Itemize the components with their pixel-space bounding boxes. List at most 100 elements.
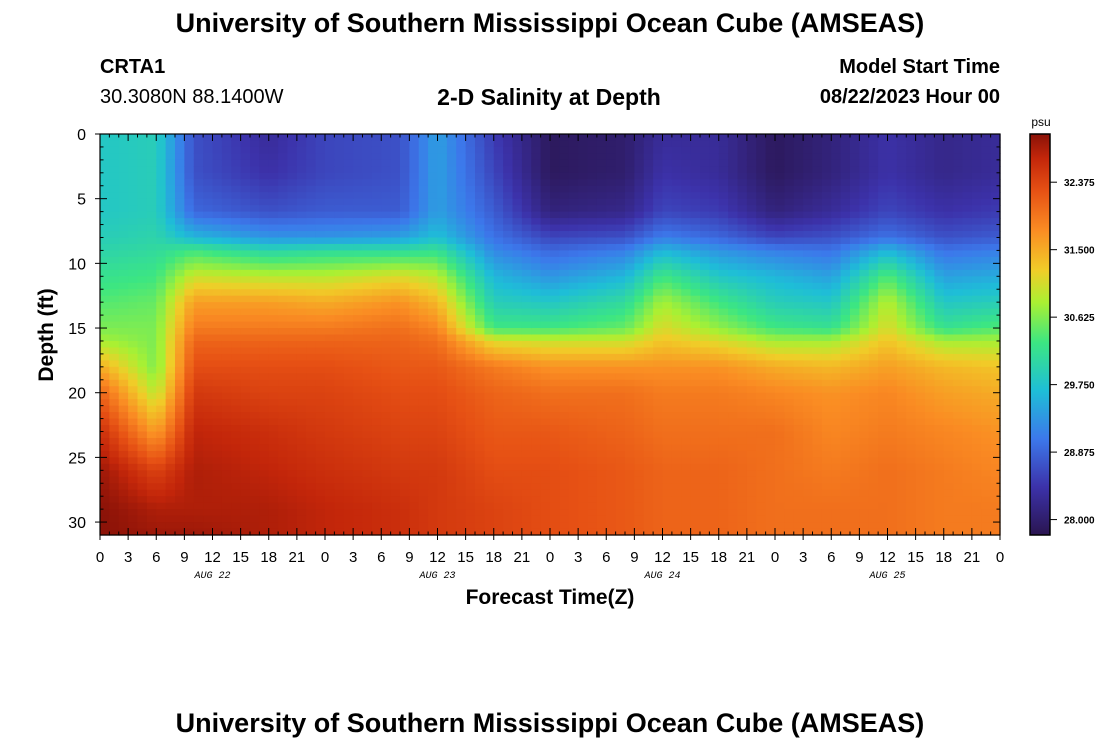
- heatmap-cell: [587, 347, 598, 355]
- heatmap-cell: [259, 418, 270, 426]
- heatmap-cell: [296, 237, 307, 245]
- heatmap-cell: [362, 392, 373, 400]
- heatmap-cell: [840, 418, 851, 426]
- heatmap-cell: [437, 263, 448, 271]
- heatmap-cell: [221, 373, 232, 381]
- heatmap-cell: [615, 522, 626, 530]
- heatmap-cell: [268, 360, 279, 368]
- heatmap-cell: [681, 328, 692, 336]
- heatmap-cell: [325, 302, 335, 310]
- heatmap-cell: [109, 412, 120, 420]
- heatmap-cell: [540, 431, 551, 439]
- heatmap-cell: [287, 360, 298, 368]
- heatmap-cell: [587, 476, 598, 484]
- heatmap-cell: [437, 302, 448, 310]
- heatmap-cell: [118, 334, 129, 342]
- heatmap-cell: [681, 185, 692, 193]
- heatmap-cell: [334, 528, 345, 536]
- heatmap-cell: [128, 366, 139, 374]
- heatmap-cell: [700, 243, 710, 252]
- heatmap-cell: [231, 172, 242, 180]
- heatmap-cell: [728, 198, 739, 206]
- heatmap-cell: [662, 431, 673, 439]
- heatmap-cell: [728, 334, 739, 342]
- heatmap-cell: [250, 392, 260, 400]
- heatmap-cell: [231, 509, 242, 517]
- heatmap-cell: [587, 250, 598, 258]
- heatmap-cell: [371, 366, 382, 374]
- heatmap-cell: [287, 282, 298, 290]
- heatmap-cell: [240, 172, 251, 180]
- heatmap-cell: [540, 437, 551, 446]
- heatmap-cell: [156, 302, 167, 310]
- heatmap-cell: [531, 405, 542, 413]
- heatmap-cell: [231, 489, 242, 497]
- heatmap-cell: [390, 431, 401, 439]
- heatmap-cell: [381, 211, 392, 219]
- heatmap-cell: [390, 476, 401, 484]
- heatmap-cell: [456, 373, 467, 381]
- heatmap-cell: [465, 205, 476, 213]
- heatmap-cell: [840, 431, 851, 439]
- heatmap-cell: [409, 308, 420, 316]
- heatmap-cell: [643, 483, 654, 491]
- heatmap-cell: [681, 205, 692, 213]
- heatmap-cell: [128, 489, 139, 497]
- heatmap-cell: [343, 218, 354, 226]
- heatmap-cell: [484, 269, 495, 277]
- heatmap-cell: [512, 379, 523, 387]
- heatmap-cell: [334, 373, 345, 381]
- heatmap-cell: [156, 328, 167, 336]
- heatmap-cell: [662, 256, 673, 264]
- heatmap-cell: [165, 218, 176, 226]
- heatmap-cell: [531, 282, 542, 290]
- heatmap-cell: [690, 528, 701, 536]
- heatmap-cell: [221, 237, 232, 245]
- heatmap-cell: [662, 450, 673, 458]
- heatmap-cell: [409, 172, 420, 180]
- heatmap-cell: [109, 489, 120, 497]
- heatmap-cell: [737, 263, 748, 271]
- heatmap-cell: [371, 360, 382, 368]
- heatmap-cell: [503, 425, 514, 433]
- heatmap-cell: [268, 289, 279, 297]
- heatmap-cell: [756, 134, 767, 142]
- heatmap-cell: [793, 366, 804, 374]
- heatmap-cell: [278, 276, 289, 284]
- heatmap-cell: [653, 502, 664, 510]
- heatmap-cell: [521, 289, 532, 297]
- heatmap-cell: [493, 134, 504, 142]
- heatmap-cell: [634, 153, 645, 161]
- heatmap-cell: [146, 166, 157, 174]
- heatmap-cell: [456, 211, 467, 219]
- heatmap-cell: [334, 425, 345, 433]
- heatmap-cell: [681, 146, 692, 155]
- heatmap-cell: [306, 476, 317, 484]
- heatmap-cell: [578, 224, 589, 232]
- heatmap-cell: [718, 224, 729, 232]
- heatmap-cell: [718, 379, 729, 387]
- heatmap-cell: [700, 373, 710, 381]
- heatmap-cell: [662, 321, 673, 329]
- heatmap-cell: [615, 237, 626, 245]
- heatmap-cell: [240, 528, 251, 536]
- heatmap-cell: [700, 463, 710, 471]
- heatmap-cell: [146, 328, 157, 336]
- heatmap-cell: [231, 431, 242, 439]
- heatmap-cell: [493, 321, 504, 329]
- heatmap-cell: [803, 496, 814, 504]
- heatmap-cell: [456, 483, 467, 491]
- heatmap-cell: [118, 515, 129, 523]
- heatmap-cell: [718, 256, 729, 264]
- heatmap-cell: [100, 224, 110, 232]
- heatmap-cell: [475, 224, 485, 232]
- heatmap-cell: [606, 282, 617, 290]
- heatmap-cell: [221, 315, 232, 323]
- heatmap-cell: [784, 321, 795, 329]
- heatmap-cell: [165, 373, 176, 381]
- heatmap-cell: [109, 269, 120, 277]
- heatmap-cell: [250, 386, 260, 394]
- heatmap-cell: [596, 483, 607, 491]
- heatmap-cell: [418, 166, 429, 174]
- heatmap-cell: [775, 457, 785, 465]
